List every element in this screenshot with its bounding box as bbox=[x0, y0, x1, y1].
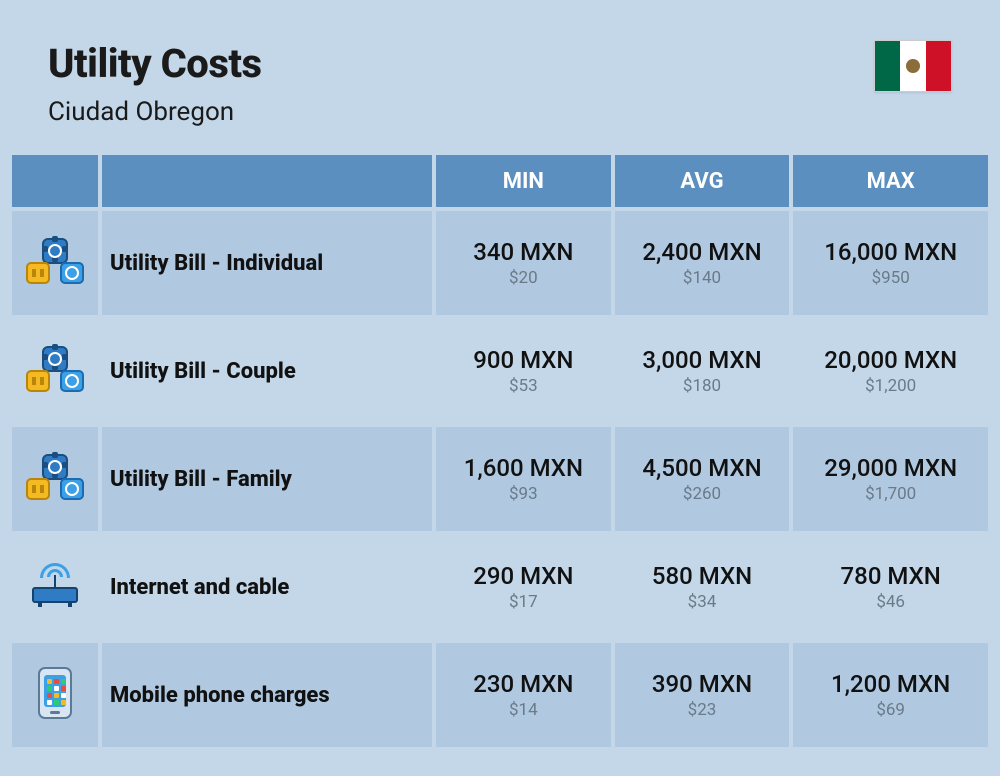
header: Utility Costs Ciudad Obregon bbox=[0, 0, 1000, 151]
row-label-cell: Internet and cable bbox=[102, 535, 432, 639]
mxn-value: 290 MXN bbox=[436, 562, 611, 591]
row-icon-cell bbox=[12, 427, 98, 531]
cell-avg: 4,500 MXN $260 bbox=[615, 427, 790, 531]
cell-min: 900 MXN $53 bbox=[436, 319, 611, 423]
cell-max: 16,000 MXN $950 bbox=[793, 211, 988, 315]
mxn-value: 230 MXN bbox=[436, 670, 611, 699]
mxn-value: 580 MXN bbox=[615, 562, 790, 591]
usd-value: $46 bbox=[793, 592, 988, 612]
table-header-row: MIN AVG MAX bbox=[12, 155, 988, 207]
utility-icon bbox=[26, 346, 84, 392]
row-label-cell: Mobile phone charges bbox=[102, 643, 432, 747]
header-avg: AVG bbox=[615, 155, 790, 207]
table-row: Utility Bill - Individual 340 MXN $20 2,… bbox=[12, 211, 988, 315]
cell-max: 780 MXN $46 bbox=[793, 535, 988, 639]
cell-avg: 3,000 MXN $180 bbox=[615, 319, 790, 423]
row-icon-cell bbox=[12, 319, 98, 423]
mxn-value: 1,600 MXN bbox=[436, 454, 611, 483]
usd-value: $17 bbox=[436, 592, 611, 612]
usd-value: $23 bbox=[615, 700, 790, 720]
table-body: Utility Bill - Individual 340 MXN $20 2,… bbox=[12, 211, 988, 747]
cell-min: 340 MXN $20 bbox=[436, 211, 611, 315]
usd-value: $260 bbox=[615, 484, 790, 504]
mxn-value: 340 MXN bbox=[436, 238, 611, 267]
row-icon-cell bbox=[12, 643, 98, 747]
page-title: Utility Costs bbox=[48, 40, 262, 87]
usd-value: $34 bbox=[615, 592, 790, 612]
utility-icon bbox=[26, 454, 84, 500]
header-blank-icon bbox=[12, 155, 98, 207]
usd-value: $69 bbox=[793, 700, 988, 720]
mxn-value: 16,000 MXN bbox=[793, 238, 988, 267]
usd-value: $180 bbox=[615, 376, 790, 396]
mxn-value: 29,000 MXN bbox=[793, 454, 988, 483]
usd-value: $950 bbox=[793, 268, 988, 288]
mxn-value: 2,400 MXN bbox=[615, 238, 790, 267]
usd-value: $14 bbox=[436, 700, 611, 720]
cell-avg: 580 MXN $34 bbox=[615, 535, 790, 639]
table-row: Utility Bill - Family 1,600 MXN $93 4,50… bbox=[12, 427, 988, 531]
mxn-value: 20,000 MXN bbox=[793, 346, 988, 375]
row-label: Utility Bill - Couple bbox=[110, 359, 432, 384]
usd-value: $1,700 bbox=[793, 484, 988, 504]
usd-value: $1,200 bbox=[793, 376, 988, 396]
row-label-cell: Utility Bill - Family bbox=[102, 427, 432, 531]
usd-value: $140 bbox=[615, 268, 790, 288]
router-icon bbox=[28, 563, 82, 607]
mxn-value: 900 MXN bbox=[436, 346, 611, 375]
mxn-value: 3,000 MXN bbox=[615, 346, 790, 375]
page-subtitle: Ciudad Obregon bbox=[48, 97, 262, 127]
row-label: Internet and cable bbox=[110, 575, 432, 600]
cell-max: 29,000 MXN $1,700 bbox=[793, 427, 988, 531]
table-row: Mobile phone charges 230 MXN $14 390 MXN… bbox=[12, 643, 988, 747]
phone-icon bbox=[38, 667, 72, 719]
header-blank-label bbox=[102, 155, 432, 207]
row-icon-cell bbox=[12, 535, 98, 639]
row-label: Mobile phone charges bbox=[110, 683, 432, 708]
table-row: Utility Bill - Couple 900 MXN $53 3,000 … bbox=[12, 319, 988, 423]
cell-min: 290 MXN $17 bbox=[436, 535, 611, 639]
row-label: Utility Bill - Individual bbox=[110, 251, 432, 276]
flag-icon bbox=[874, 40, 952, 92]
header-min: MIN bbox=[436, 155, 611, 207]
utility-icon bbox=[26, 238, 84, 284]
cost-table: MIN AVG MAX Utility Bill - Individual 34… bbox=[0, 151, 1000, 751]
mxn-value: 4,500 MXN bbox=[615, 454, 790, 483]
header-max: MAX bbox=[793, 155, 988, 207]
row-label: Utility Bill - Family bbox=[110, 467, 432, 492]
cell-avg: 390 MXN $23 bbox=[615, 643, 790, 747]
cell-min: 230 MXN $14 bbox=[436, 643, 611, 747]
cell-min: 1,600 MXN $93 bbox=[436, 427, 611, 531]
cell-max: 1,200 MXN $69 bbox=[793, 643, 988, 747]
usd-value: $53 bbox=[436, 376, 611, 396]
mxn-value: 780 MXN bbox=[793, 562, 988, 591]
row-label-cell: Utility Bill - Couple bbox=[102, 319, 432, 423]
usd-value: $93 bbox=[436, 484, 611, 504]
cell-max: 20,000 MXN $1,200 bbox=[793, 319, 988, 423]
mxn-value: 390 MXN bbox=[615, 670, 790, 699]
table-row: Internet and cable 290 MXN $17 580 MXN $… bbox=[12, 535, 988, 639]
row-icon-cell bbox=[12, 211, 98, 315]
cell-avg: 2,400 MXN $140 bbox=[615, 211, 790, 315]
title-block: Utility Costs Ciudad Obregon bbox=[48, 40, 262, 127]
row-label-cell: Utility Bill - Individual bbox=[102, 211, 432, 315]
mxn-value: 1,200 MXN bbox=[793, 670, 988, 699]
usd-value: $20 bbox=[436, 268, 611, 288]
